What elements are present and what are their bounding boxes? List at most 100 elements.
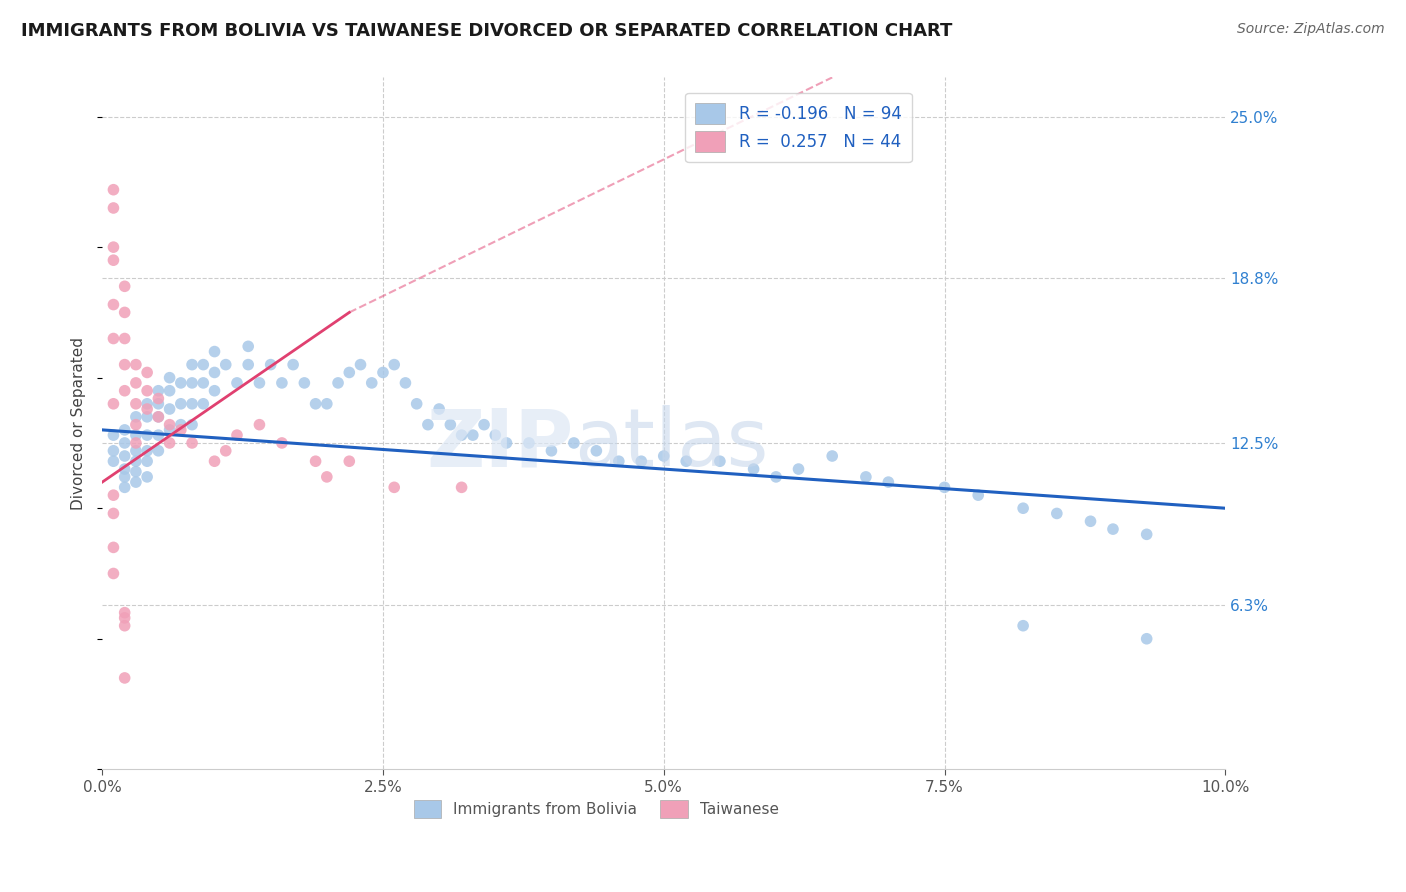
Point (821, 449, 844, 463)
Point (517, 436, 540, 450)
Point (136, 397, 159, 411)
Point (103, 566, 125, 581)
Point (495, 436, 517, 450)
Point (630, 454, 652, 468)
Point (103, 428, 125, 442)
Point (114, 470, 136, 484)
Point (540, 443, 562, 458)
Point (1136, 632, 1159, 646)
Point (148, 384, 170, 398)
Point (249, 376, 271, 390)
Point (226, 376, 249, 390)
Point (125, 376, 148, 390)
Point (281, 358, 304, 372)
Point (315, 397, 337, 411)
Point (260, 358, 283, 372)
Point (855, 470, 877, 484)
Point (103, 183, 125, 197)
Point (170, 423, 193, 437)
Point (271, 436, 294, 450)
Point (1012, 618, 1035, 632)
Point (934, 480, 956, 494)
Point (1046, 507, 1069, 521)
Point (204, 454, 226, 468)
Point (394, 376, 416, 390)
Point (103, 253, 125, 268)
Point (103, 507, 125, 521)
Point (204, 366, 226, 380)
Point (114, 436, 136, 450)
Point (148, 443, 170, 458)
Point (103, 201, 125, 215)
Point (114, 279, 136, 293)
Text: IMMIGRANTS FROM BOLIVIA VS TAIWANESE DIVORCED OR SEPARATED CORRELATION CHART: IMMIGRANTS FROM BOLIVIA VS TAIWANESE DIV… (21, 22, 952, 40)
Point (1012, 501, 1035, 516)
Point (125, 465, 148, 479)
Point (136, 366, 159, 380)
Point (1080, 514, 1102, 528)
Point (114, 611, 136, 625)
Point (114, 462, 136, 476)
Point (148, 392, 170, 406)
Point (292, 376, 315, 390)
Point (304, 454, 326, 468)
Point (170, 417, 193, 432)
Point (484, 428, 506, 442)
Point (159, 370, 181, 384)
Point (125, 436, 148, 450)
Point (148, 409, 170, 424)
Point (103, 488, 125, 502)
Point (114, 449, 136, 463)
Point (326, 376, 349, 390)
Point (337, 454, 360, 468)
Point (215, 443, 238, 458)
Point (148, 428, 170, 442)
Point (450, 480, 472, 494)
Point (159, 423, 181, 437)
Point (181, 397, 204, 411)
Point (125, 454, 148, 468)
Point (427, 402, 450, 417)
Point (159, 417, 181, 432)
Point (114, 423, 136, 437)
Point (585, 443, 607, 458)
Point (103, 443, 125, 458)
Point (114, 384, 136, 398)
Point (159, 384, 181, 398)
Text: ZIP: ZIP (426, 405, 574, 483)
Point (337, 366, 360, 380)
Point (249, 417, 271, 432)
Point (114, 332, 136, 346)
Point (125, 397, 148, 411)
Point (148, 397, 170, 411)
Point (136, 409, 159, 424)
Point (125, 428, 148, 442)
Point (114, 480, 136, 494)
Point (607, 454, 630, 468)
Point (114, 618, 136, 632)
Point (382, 480, 405, 494)
Point (360, 376, 382, 390)
Point (103, 240, 125, 254)
Point (136, 443, 159, 458)
Point (238, 339, 260, 353)
Point (877, 475, 900, 489)
Point (371, 366, 394, 380)
Point (136, 402, 159, 417)
Point (675, 454, 697, 468)
Point (181, 436, 204, 450)
Point (170, 376, 193, 390)
Point (103, 332, 125, 346)
Point (416, 417, 439, 432)
Point (562, 436, 585, 450)
Point (315, 470, 337, 484)
Point (765, 470, 787, 484)
Point (193, 397, 215, 411)
Point (787, 462, 810, 476)
Point (238, 358, 260, 372)
Point (103, 541, 125, 555)
Point (125, 409, 148, 424)
Point (136, 454, 159, 468)
Point (125, 443, 148, 458)
Point (304, 397, 326, 411)
